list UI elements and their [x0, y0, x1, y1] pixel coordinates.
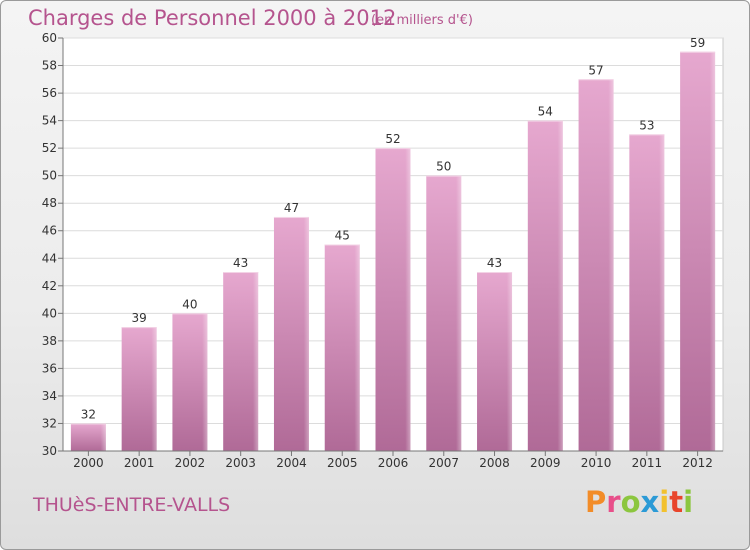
- data-label: 57: [588, 63, 603, 77]
- bar-highlight: [527, 120, 563, 451]
- data-label: 43: [233, 256, 248, 270]
- proxiti-logo: Proxiti: [585, 485, 693, 519]
- bar-highlight: [680, 51, 716, 452]
- x-tick-label: 2005: [327, 456, 358, 470]
- y-tick-label: 52: [42, 141, 57, 155]
- x-axis-ticks: 2000 2001 2002 2003 2004 2005 2006 2007 2008 2009…: [63, 450, 723, 470]
- y-tick-label: 30: [42, 444, 57, 458]
- x-tick-label: 2003: [225, 456, 256, 470]
- data-label: 40: [182, 297, 197, 311]
- bar: [375, 148, 411, 451]
- x-tick-label: 2002: [175, 456, 206, 470]
- bar: [527, 120, 563, 451]
- y-tick-label: 40: [42, 306, 57, 320]
- bar-highlight: [629, 134, 665, 451]
- y-tick-label: 46: [42, 224, 57, 238]
- data-label: 59: [690, 36, 705, 50]
- data-label: 47: [284, 201, 299, 215]
- y-tick-label: 36: [42, 361, 57, 375]
- y-tick-label: 38: [42, 334, 57, 348]
- y-tick-label: 34: [42, 389, 57, 403]
- x-tick-label: 2000: [73, 456, 104, 470]
- y-tick-label: 54: [42, 114, 57, 128]
- x-tick-label: 2006: [378, 456, 409, 470]
- data-label: 54: [538, 105, 553, 119]
- bar: [578, 79, 614, 452]
- x-tick-label: 2009: [530, 456, 561, 470]
- bar: [680, 51, 716, 452]
- x-tick-label: 2010: [581, 456, 612, 470]
- y-tick-label: 50: [42, 169, 57, 183]
- commune-name: THUèS-ENTRE-VALLS: [33, 494, 231, 516]
- bar-highlight: [121, 327, 157, 451]
- logo-letter: t: [669, 485, 684, 519]
- bar: [273, 216, 309, 451]
- x-tick-label: 2011: [632, 456, 663, 470]
- data-label: 39: [132, 311, 147, 325]
- bar-highlight: [273, 216, 309, 451]
- y-tick-label: 58: [42, 59, 57, 73]
- bars: [70, 51, 716, 452]
- bar-highlight: [477, 272, 513, 451]
- x-tick-label: 2001: [124, 456, 155, 470]
- bar-highlight: [70, 423, 106, 451]
- bar: [70, 423, 106, 451]
- x-tick-label: 2004: [276, 456, 307, 470]
- chart-title: Charges de Personnel 2000 à 2012: [28, 6, 397, 30]
- logo-letter: x: [640, 485, 660, 519]
- x-tick-label: 2007: [428, 456, 459, 470]
- bar-highlight: [426, 175, 462, 451]
- bar: [629, 134, 665, 451]
- y-tick-label: 48: [42, 196, 57, 210]
- logo-letter: i: [659, 485, 670, 519]
- logo-letter: i: [683, 485, 694, 519]
- bar-highlight: [223, 272, 259, 451]
- data-label: 32: [81, 407, 96, 421]
- logo-letter: o: [620, 485, 641, 519]
- bar: [172, 313, 208, 451]
- bar-highlight: [375, 148, 411, 451]
- data-label: 53: [639, 118, 654, 132]
- bar-highlight: [578, 79, 614, 452]
- bar: [426, 175, 462, 451]
- y-tick-label: 60: [42, 31, 57, 45]
- logo-letter: r: [606, 485, 621, 519]
- data-label: 45: [335, 229, 350, 243]
- data-label: 50: [436, 160, 451, 174]
- chart-subtitle: (en milliers d'€): [371, 13, 473, 28]
- value-labels: 32 39 40 43 47 45 52 50 43 54 57 53 59: [81, 36, 706, 422]
- data-label: 52: [385, 132, 400, 146]
- x-tick-label: 2012: [682, 456, 713, 470]
- bar: [223, 272, 259, 451]
- y-tick-label: 32: [42, 416, 57, 430]
- bar: [477, 272, 513, 451]
- y-tick-label: 44: [42, 251, 57, 265]
- x-tick-label: 2008: [479, 456, 510, 470]
- y-axis-ticks: 30 32 34 36 38 40 42 44 46 48 50 52 54 56 58 60: [42, 31, 64, 458]
- data-label: 43: [487, 256, 502, 270]
- bar: [324, 244, 360, 451]
- y-tick-label: 42: [42, 279, 57, 293]
- y-tick-label: 56: [42, 86, 57, 100]
- bar-highlight: [324, 244, 360, 451]
- logo-letter: P: [585, 485, 607, 519]
- bar-highlight: [172, 313, 208, 451]
- bar: [121, 327, 157, 451]
